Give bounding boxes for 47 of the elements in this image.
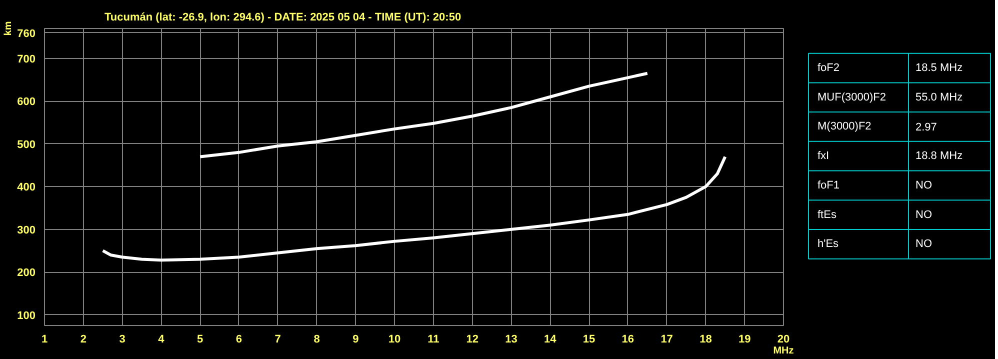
text: 2.97 (916, 122, 937, 134)
y-tick-label: 700 (17, 53, 36, 66)
text: 18.5 MHz (916, 62, 963, 74)
x-tick-label: 3 (119, 334, 126, 346)
x-tick-label: 18 (700, 334, 712, 346)
x-tick-label: 7 (274, 334, 281, 346)
y-axis-title: km (3, 21, 14, 36)
x-tick-label: 5 (197, 334, 204, 346)
x-tick-label: 17 (660, 334, 673, 346)
x-tick-label: 2 (80, 334, 86, 346)
y-tick-label: 200 (17, 267, 36, 280)
x-tick-label: 9 (352, 334, 359, 346)
category-label: fxI (818, 150, 830, 162)
x-tick-label: 15 (582, 334, 596, 346)
y-tick-label: 400 (17, 182, 36, 194)
text: NO (916, 208, 932, 221)
category-label: ftEs (818, 208, 837, 221)
category-label: h'Es (818, 238, 840, 250)
x-tick-label: 14 (544, 334, 558, 346)
category-label: foF2 (818, 62, 840, 74)
x-tick-label: 4 (158, 334, 166, 346)
x-tick-label: 10 (388, 334, 401, 346)
chart-title: Tucumán (lat: -26.9, lon: 294.6) - DATE: 2025 05 04 - TIME (UT): 20:50 (104, 12, 462, 24)
category-label: foF1 (818, 179, 840, 192)
y-tick-label: 300 (17, 224, 36, 236)
y-tick-label: 760 (17, 28, 36, 40)
x-tick-label: 20 (777, 334, 790, 346)
line-series (198, 72, 649, 158)
x-tick-label: 8 (314, 334, 320, 346)
text: NO (916, 238, 932, 250)
category-label: MUF(3000)F2 (818, 91, 886, 104)
text: NO (916, 179, 932, 192)
text: 18.8 MHz (916, 150, 963, 162)
x-axis-title: MHz (773, 346, 794, 356)
x-tick-label: 16 (622, 334, 634, 346)
y-tick-label: 100 (17, 310, 36, 322)
x-tick-label: 12 (466, 334, 478, 346)
x-tick-label: 1 (41, 334, 48, 346)
y-tick-label: 600 (17, 96, 36, 108)
x-tick-label: 13 (505, 334, 518, 346)
line-series (101, 155, 727, 262)
x-tick-label: 6 (236, 334, 242, 346)
y-tick-label: 500 (17, 138, 36, 151)
text: 55.0 MHz (916, 91, 963, 104)
x-tick-label: 19 (738, 334, 751, 346)
category-label: M(3000)F2 (818, 120, 872, 133)
x-tick-label: 11 (428, 334, 440, 346)
